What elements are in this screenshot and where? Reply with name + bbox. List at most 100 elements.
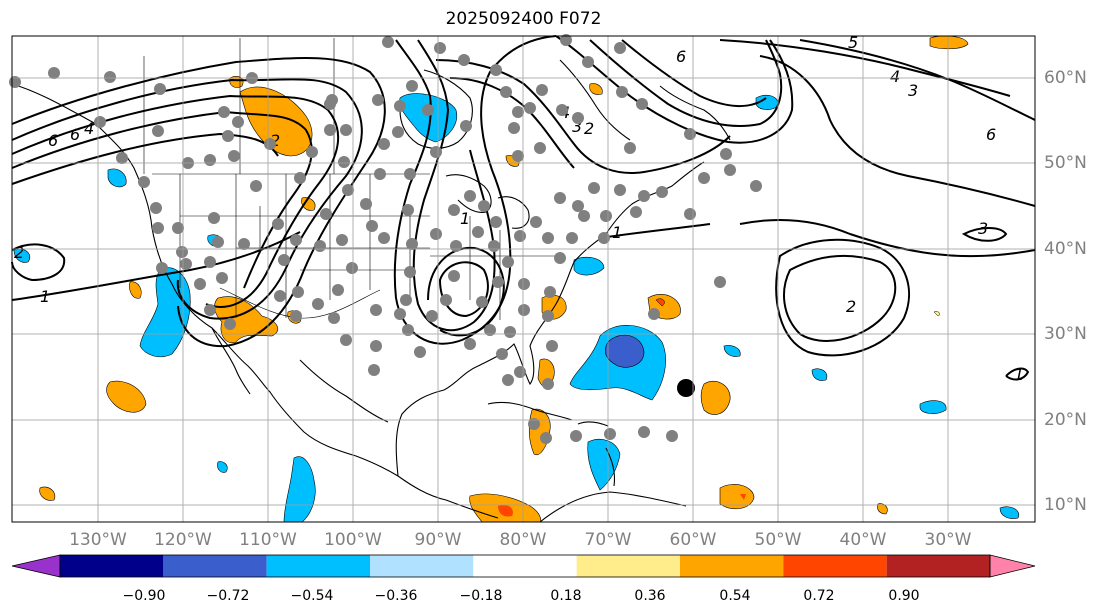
colorbar-extend-low bbox=[11, 554, 61, 578]
colorbar bbox=[11, 554, 1036, 578]
station-marker bbox=[638, 190, 650, 202]
contour-line bbox=[11, 243, 66, 282]
colorbar-segment bbox=[163, 555, 267, 577]
contour-label: 6 bbox=[70, 125, 80, 144]
lon-label-50w: 50°W bbox=[755, 530, 802, 550]
anomaly-fill-orange bbox=[700, 380, 731, 415]
colorbar-tick: −0.90 bbox=[123, 588, 166, 604]
contour-label: 3 bbox=[572, 117, 582, 136]
contour-label: 6 bbox=[986, 125, 996, 144]
lon-label-80w: 80°W bbox=[500, 530, 547, 550]
station-marker bbox=[370, 304, 382, 316]
contour-label: 1 bbox=[612, 223, 622, 242]
station-marker bbox=[458, 54, 470, 66]
station-marker bbox=[450, 240, 462, 252]
anomaly-fill-blue bbox=[573, 256, 605, 276]
colorbar-segment bbox=[680, 555, 784, 577]
station-marker bbox=[496, 348, 508, 360]
station-marker bbox=[528, 418, 540, 430]
station-marker bbox=[484, 324, 496, 336]
station-marker bbox=[368, 364, 380, 376]
station-marker bbox=[372, 94, 384, 106]
station-marker bbox=[406, 238, 418, 250]
station-marker bbox=[684, 128, 696, 140]
lat-label-30n: 30°N bbox=[1044, 324, 1087, 344]
coastline bbox=[577, 421, 609, 427]
lon-label-60w: 60°W bbox=[670, 530, 717, 550]
coastline bbox=[497, 196, 530, 229]
station-marker bbox=[392, 126, 404, 138]
coastline bbox=[211, 327, 251, 395]
station-marker bbox=[204, 304, 216, 316]
station-marker bbox=[172, 222, 184, 234]
contour-line bbox=[427, 246, 505, 337]
anomaly-fill-red bbox=[655, 298, 665, 307]
station-marker bbox=[222, 130, 234, 142]
contour-label: 6 bbox=[48, 131, 58, 150]
station-marker bbox=[218, 106, 230, 118]
station-marker bbox=[476, 296, 488, 308]
contour-line bbox=[783, 254, 897, 342]
lon-label-70w: 70°W bbox=[585, 530, 632, 550]
station-marker bbox=[530, 216, 542, 228]
station-marker bbox=[422, 104, 434, 116]
station-marker bbox=[512, 106, 524, 118]
station-marker bbox=[324, 98, 336, 110]
station-marker bbox=[250, 180, 262, 192]
station-marker bbox=[514, 230, 526, 242]
anomaly-fill-blue bbox=[811, 368, 828, 381]
station-marker bbox=[448, 270, 460, 282]
colorbar-tick: −0.18 bbox=[460, 588, 503, 604]
station-marker bbox=[572, 200, 584, 212]
anomaly-fill-orange bbox=[129, 281, 142, 299]
station-marker bbox=[490, 216, 502, 228]
colorbar-segment bbox=[370, 555, 474, 577]
station-marker bbox=[152, 125, 164, 137]
coastline bbox=[605, 447, 616, 487]
station-marker bbox=[328, 312, 340, 324]
coastline bbox=[299, 359, 389, 423]
station-marker bbox=[638, 426, 650, 438]
station-marker bbox=[404, 266, 416, 278]
station-marker bbox=[534, 142, 546, 154]
station-marker bbox=[698, 172, 710, 184]
anomaly-fill-blue bbox=[999, 506, 1020, 519]
station-marker bbox=[464, 190, 476, 202]
station-marker bbox=[208, 212, 220, 224]
station-marker bbox=[404, 168, 416, 180]
station-marker bbox=[588, 182, 600, 194]
station-marker bbox=[204, 154, 216, 166]
station-marker bbox=[724, 164, 736, 176]
station-marker bbox=[566, 232, 578, 244]
station-marker bbox=[342, 184, 354, 196]
anomaly-fill-orange bbox=[877, 503, 888, 515]
graticule bbox=[12, 36, 1035, 522]
coastline bbox=[659, 85, 731, 141]
station-marker bbox=[582, 56, 594, 68]
station-marker bbox=[278, 254, 290, 266]
station-marker bbox=[48, 67, 60, 79]
station-marker bbox=[232, 116, 244, 128]
station-marker bbox=[312, 298, 324, 310]
station-marker bbox=[116, 152, 128, 164]
colorbar-tick: −0.54 bbox=[291, 588, 334, 604]
station-marker bbox=[94, 116, 106, 128]
station-marker bbox=[448, 204, 460, 216]
station-marker bbox=[238, 238, 250, 250]
station-marker bbox=[426, 310, 438, 322]
station-marker bbox=[464, 338, 476, 350]
contour-label: 2 bbox=[270, 131, 280, 150]
station-marker bbox=[290, 234, 302, 246]
colorbar-tick: 0.18 bbox=[550, 588, 581, 604]
contour-label: 3 bbox=[908, 81, 918, 100]
station-marker bbox=[340, 124, 352, 136]
station-marker bbox=[394, 308, 406, 320]
colorbar-segment bbox=[60, 555, 164, 577]
station-marker bbox=[336, 234, 348, 246]
station-marker bbox=[598, 232, 610, 244]
lat-label-60n: 60°N bbox=[1044, 68, 1087, 88]
anomaly-fill-blue bbox=[399, 93, 458, 143]
station-marker bbox=[154, 83, 166, 95]
station-marker bbox=[750, 180, 762, 192]
